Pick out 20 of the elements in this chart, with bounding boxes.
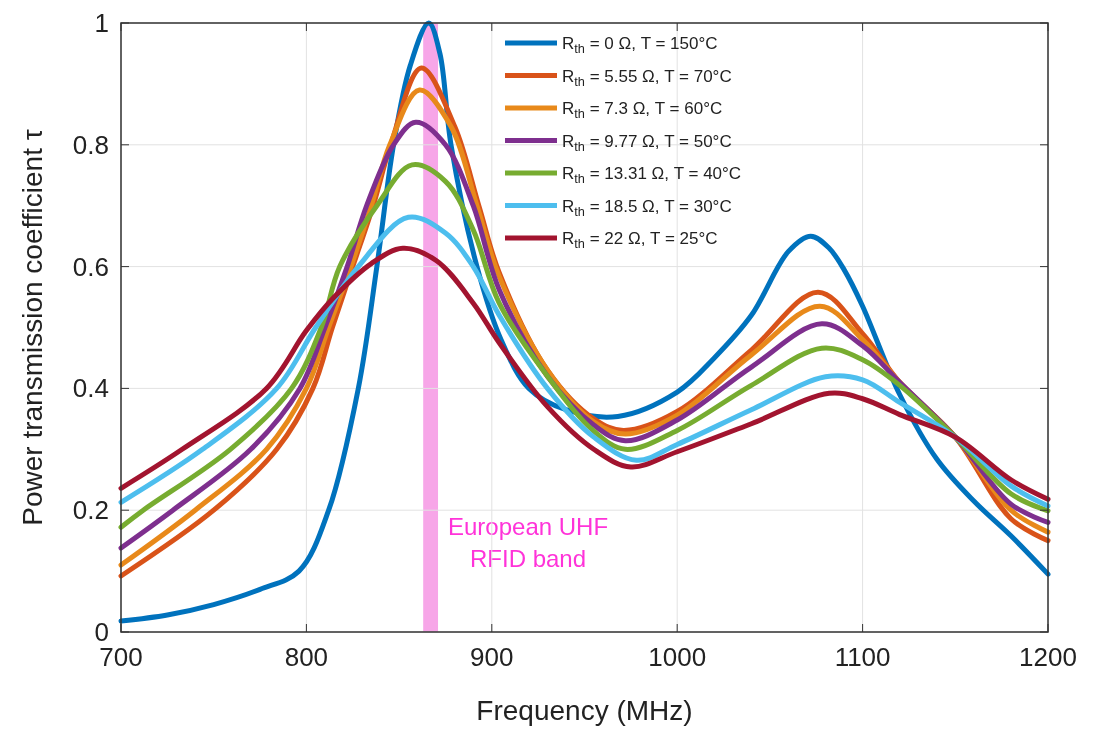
legend-label: R$_{th}$ = 5.55 Ω, T = 70°C [562, 66, 732, 89]
band-label: European UHF RFID band [447, 512, 609, 572]
x-tick-label: 800 [284, 642, 329, 672]
x-tick-label: 1100 [834, 642, 891, 672]
y-tick-label: 0.4 [72, 373, 109, 404]
y-tick-label: 0.2 [72, 495, 109, 526]
x-axis-title: Frequency (MHz) [476, 695, 693, 726]
y-axis-title: Power transmission coefficient τ [17, 129, 48, 526]
x-tick-label: 1000 [648, 642, 707, 672]
legend-label: R$_{th}$ = 18.5 Ω, T = 30°C [562, 196, 732, 219]
y-tick-label: 0.6 [72, 251, 109, 282]
y-tick-label: 1 [94, 8, 109, 38]
x-tick-label: 1200 [1019, 642, 1077, 672]
legend-label: R$_{th}$ = 13.31 Ω, T = 40°C [562, 164, 742, 186]
legend-label: R$_{th}$ = 9.77 Ω, T = 50°C [562, 131, 732, 154]
y-tick-label: 0.8 [72, 129, 109, 160]
x-tick-label: 900 [470, 642, 514, 672]
legend-label: R$_{th}$ = 22 Ω, T = 25°C [562, 229, 718, 251]
legend-label: R$_{th}$ = 7.3 Ω, T = 60°C [562, 99, 723, 121]
legend-label: R$_{th}$ = 0 Ω, T = 150°C [562, 34, 718, 56]
